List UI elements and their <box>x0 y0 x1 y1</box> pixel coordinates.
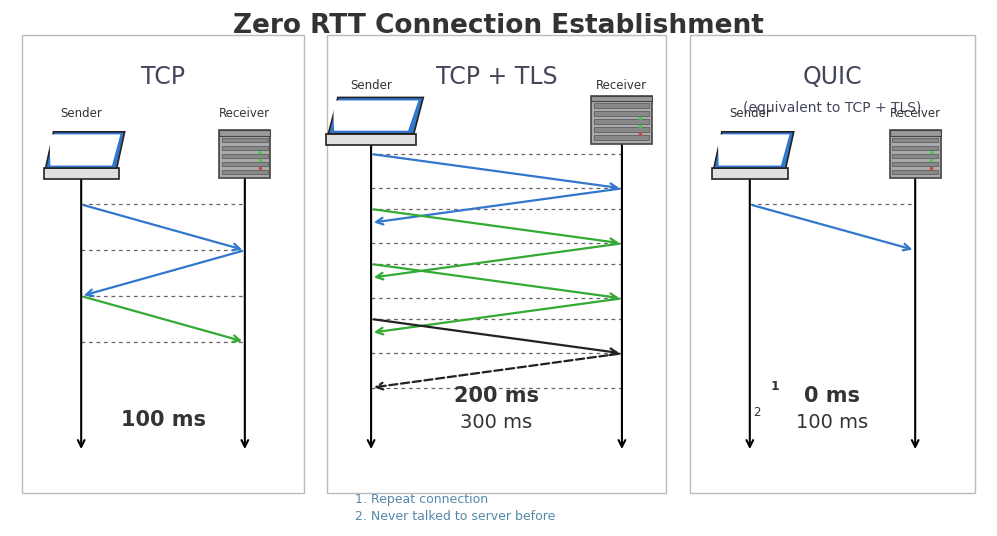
Text: 1. Repeat connection: 1. Repeat connection <box>355 493 489 506</box>
Bar <box>594 111 649 116</box>
Text: Sender: Sender <box>729 107 771 120</box>
Bar <box>690 35 975 493</box>
Text: Sender: Sender <box>350 79 392 92</box>
Polygon shape <box>718 135 790 166</box>
Bar <box>591 95 652 101</box>
Bar <box>889 130 941 178</box>
Text: 100 ms: 100 ms <box>797 413 868 431</box>
Polygon shape <box>46 132 125 168</box>
Text: Receiver: Receiver <box>596 79 647 92</box>
Text: 0 ms: 0 ms <box>805 386 860 406</box>
Text: Receiver: Receiver <box>889 107 941 120</box>
Bar <box>326 134 416 145</box>
Text: 300 ms: 300 ms <box>461 413 532 431</box>
Bar <box>594 119 649 124</box>
Text: 1: 1 <box>771 380 780 393</box>
Text: TCP: TCP <box>141 65 185 88</box>
Bar <box>591 95 652 144</box>
Bar <box>22 35 304 493</box>
Bar <box>892 138 938 142</box>
Text: 2. Never talked to server before: 2. Never talked to server before <box>355 510 555 523</box>
Bar <box>594 103 649 108</box>
Bar <box>594 135 649 140</box>
Bar <box>327 35 666 493</box>
Bar <box>222 154 267 158</box>
Text: 200 ms: 200 ms <box>454 386 539 406</box>
Text: 100 ms: 100 ms <box>121 410 205 430</box>
Bar <box>712 168 788 179</box>
Bar <box>892 146 938 150</box>
Bar <box>222 146 267 150</box>
Polygon shape <box>49 135 121 166</box>
Polygon shape <box>714 132 794 168</box>
Polygon shape <box>328 98 424 134</box>
Polygon shape <box>333 101 419 131</box>
Bar <box>594 127 649 132</box>
Bar <box>44 168 119 179</box>
Bar <box>892 154 938 158</box>
Text: Sender: Sender <box>60 107 102 120</box>
Bar <box>219 130 270 178</box>
Text: 2: 2 <box>753 406 760 419</box>
Bar <box>219 130 270 136</box>
Text: Receiver: Receiver <box>219 107 270 120</box>
Text: Zero RTT Connection Establishment: Zero RTT Connection Establishment <box>233 13 764 40</box>
Bar <box>222 169 267 174</box>
Bar <box>222 162 267 166</box>
Bar <box>892 162 938 166</box>
Bar <box>892 169 938 174</box>
Bar <box>222 138 267 142</box>
Text: QUIC: QUIC <box>803 65 862 88</box>
Text: (equivalent to TCP + TLS): (equivalent to TCP + TLS) <box>744 101 921 115</box>
Bar <box>889 130 941 136</box>
Text: TCP + TLS: TCP + TLS <box>436 65 557 88</box>
